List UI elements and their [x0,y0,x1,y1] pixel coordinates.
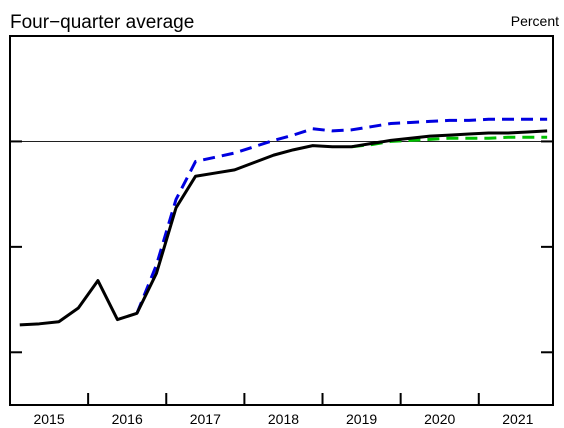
x-tick-label: 2016 [112,411,143,427]
x-tick-label: 2018 [268,411,299,427]
x-tick-label: 2019 [346,411,377,427]
line-series [351,135,548,149]
x-tick-label: 2020 [424,411,455,427]
line-series [19,129,548,327]
plot-frame [9,35,554,406]
x-tick-label: 2017 [190,411,221,427]
unit-label: Percent [511,13,559,29]
x-tick-label: 2015 [33,411,64,427]
chart-subtitle: Four−quarter average [10,12,194,33]
line-series [135,117,548,314]
x-tick-label: 2021 [502,411,533,427]
